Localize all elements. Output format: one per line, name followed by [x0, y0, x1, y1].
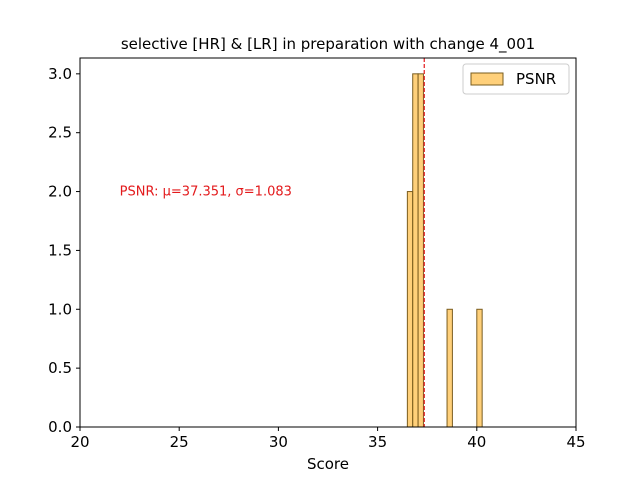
histogram-bar: [412, 73, 419, 428]
x-tick-label: 35: [368, 433, 387, 451]
legend-label: PSNR: [516, 70, 556, 88]
y-tick-label: 0.0: [48, 418, 72, 436]
chart-title: selective [HR] & [LR] in preparation wit…: [121, 35, 535, 54]
y-axis: 0.0 0.5 1.0 1.5 2.0 2.5 3.0: [48, 65, 80, 436]
y-tick-label: 1.5: [48, 241, 72, 259]
plot-frame: [79, 57, 577, 428]
y-tick-label: 2.0: [48, 183, 72, 201]
plot-area: [79, 57, 577, 428]
y-tick-label: 1.0: [48, 300, 72, 318]
histogram-bar: [406, 191, 414, 428]
y-tick-label: 0.5: [48, 359, 72, 377]
x-axis: 20 25 30 35 40 45: [70, 427, 586, 451]
x-tick-label: 30: [269, 433, 288, 451]
histogram-bar: [417, 73, 424, 428]
stats-annotation: PSNR: μ=37.351, σ=1.083: [120, 185, 292, 200]
legend-box: [462, 63, 570, 95]
x-tick-label: 40: [467, 433, 486, 451]
legend-swatch: [470, 72, 504, 86]
x-tick-label: 45: [566, 433, 585, 451]
histogram-bar: [476, 308, 483, 428]
y-tick-label: 2.5: [48, 124, 72, 142]
x-tick-label: 25: [170, 433, 189, 451]
y-tick-label: 3.0: [48, 65, 72, 83]
legend: PSNR: [462, 63, 570, 95]
x-tick-label: 20: [70, 433, 89, 451]
x-axis-label: Score: [307, 455, 349, 473]
histogram-bar: [446, 308, 453, 428]
